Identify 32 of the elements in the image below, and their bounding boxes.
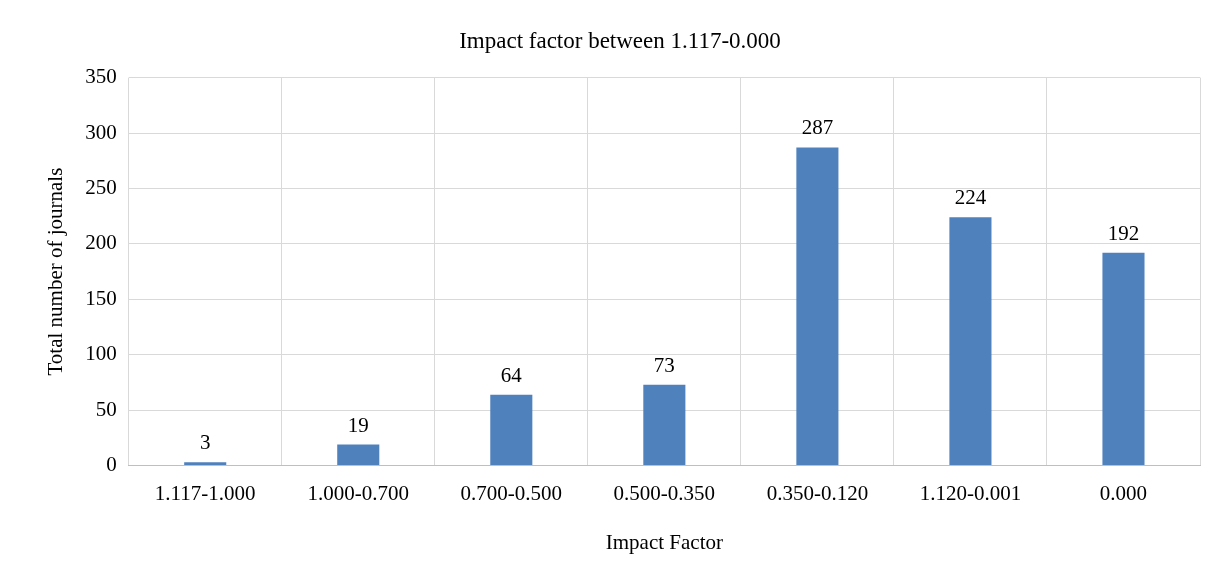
chart-title: Impact factor between 1.117-0.000 bbox=[459, 27, 781, 53]
x-tick-label: 1.120-0.001 bbox=[919, 480, 1022, 505]
y-tick-label: 150 bbox=[85, 285, 117, 310]
x-tick-label: 0.350-0.120 bbox=[766, 480, 869, 505]
y-axis-title: Total number of journals bbox=[43, 167, 68, 376]
x-tick-label: 0.500-0.350 bbox=[613, 480, 716, 505]
x-tick-label: 1.117-1.000 bbox=[154, 480, 256, 505]
data-label: 3 bbox=[199, 430, 211, 455]
data-label: 224 bbox=[954, 185, 987, 210]
bar bbox=[949, 217, 992, 466]
y-tick-label: 200 bbox=[85, 230, 117, 255]
data-label: 73 bbox=[653, 352, 675, 377]
y-tick-label: 100 bbox=[85, 341, 117, 366]
y-tick-label: 50 bbox=[95, 396, 117, 421]
x-tick-label: 0.000 bbox=[1099, 480, 1148, 505]
bar bbox=[1102, 252, 1145, 466]
data-label: 287 bbox=[801, 115, 834, 140]
x-tick-label: 0.700-0.500 bbox=[460, 480, 563, 505]
bar bbox=[490, 394, 533, 466]
y-tick-label: 250 bbox=[85, 174, 117, 199]
y-tick-label: 300 bbox=[85, 119, 117, 144]
bar bbox=[643, 384, 686, 466]
bar bbox=[337, 444, 380, 466]
bar bbox=[796, 147, 839, 466]
data-label: 192 bbox=[1107, 220, 1140, 245]
y-tick-label: 0 bbox=[106, 452, 117, 477]
data-label: 64 bbox=[500, 362, 523, 387]
x-axis-title: Impact Factor bbox=[605, 529, 723, 554]
data-label: 19 bbox=[347, 412, 369, 437]
y-tick-label: 350 bbox=[85, 64, 117, 89]
x-tick-label: 1.000-0.700 bbox=[307, 480, 410, 505]
bar bbox=[184, 462, 227, 466]
